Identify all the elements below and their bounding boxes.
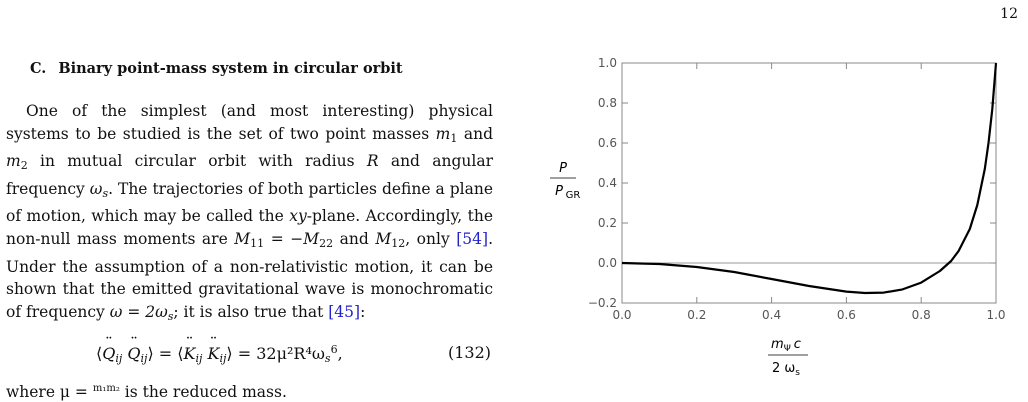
- x-tick-label: 0.4: [762, 308, 781, 322]
- y-label-numerator: P: [559, 161, 567, 176]
- citation-link-45[interactable]: [45]: [328, 302, 361, 321]
- y-tick-label: 1.0: [598, 56, 617, 70]
- x-label-numerator: mΨ c: [771, 337, 801, 354]
- y-tick-label: 0.8: [598, 96, 617, 110]
- x-axis-ticks: 0.0 0.2 0.4 0.6 0.8 1.0: [612, 63, 1006, 322]
- y-tick-label: 0.0: [598, 256, 617, 270]
- citation-link-54[interactable]: [54]: [456, 229, 489, 248]
- x-tick-label: 0.6: [837, 308, 856, 322]
- y-tick-label: 0.2: [598, 216, 617, 230]
- section-number: C.: [30, 60, 47, 77]
- y-label-denominator: P: [555, 184, 563, 199]
- y-label-denominator-sub: GR: [566, 190, 581, 201]
- x-tick-label: 0.8: [912, 308, 931, 322]
- x-label-denominator: 2 ωs: [772, 361, 800, 378]
- plot-frame: [621, 62, 997, 304]
- x-axis-label: mΨ c 2 ωs: [768, 337, 808, 378]
- x-tick-label: 1.0: [986, 308, 1005, 322]
- y-tick-label: 0.6: [598, 136, 617, 150]
- power-ratio-chart: 0.0 0.2 0.4 0.6 0.8 1.0 −0.20.00.20.40.60.81.…: [550, 56, 1006, 378]
- equation-number: (132): [447, 343, 491, 362]
- x-tick-label: 0.2: [687, 308, 706, 322]
- section-heading: C. Binary point-mass system in circular o…: [30, 60, 403, 77]
- y-tick-label: 0.4: [598, 176, 617, 190]
- y-axis-label: P P GR: [550, 161, 580, 201]
- y-axis-ticks: −0.2 0.0 0.2 0.4 0.6 0.8 1.0: [588, 56, 996, 310]
- data-series-curve: [621, 62, 998, 295]
- section-title: Binary point-mass system in circular orb…: [58, 60, 403, 77]
- page-number: 12: [1000, 6, 1018, 22]
- continuation-line: where μ = m₁m₂ is the reduced mass.: [6, 383, 287, 402]
- x-tick-label: 0.0: [612, 308, 631, 322]
- body-paragraph: One of the simplest (and most interestin…: [6, 102, 494, 323]
- y-tick-label: −0.2: [588, 296, 617, 310]
- series-line: [621, 62, 998, 295]
- plot-border: [621, 62, 997, 304]
